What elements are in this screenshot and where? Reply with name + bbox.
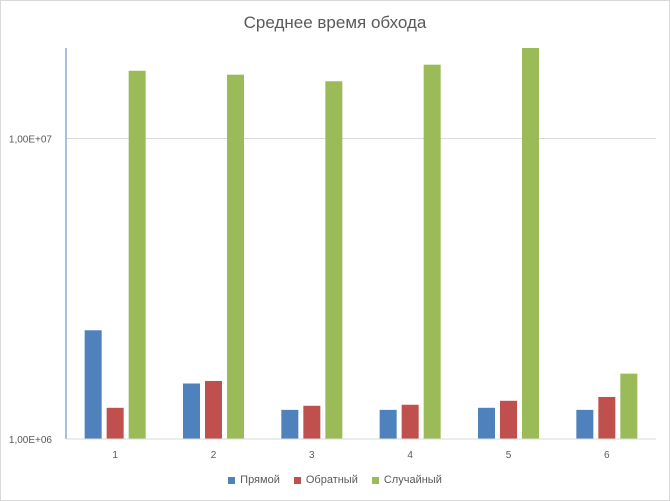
bar [303,405,321,439]
y-tick-label: 1,00E+06 [9,435,53,446]
bar [576,409,594,439]
x-tick-label: 3 [309,450,315,461]
legend-label: Прямой [240,474,280,486]
bar [423,64,441,439]
bars [84,48,638,440]
axes [65,48,656,440]
legend-item: Прямой [228,474,280,486]
bar [84,330,102,439]
bar [325,81,343,439]
legend-swatch [228,476,236,484]
legend-item: Случайный [371,474,442,486]
legend-label: Случайный [383,474,442,486]
bar [500,400,517,439]
bar [522,48,539,439]
bar [379,409,397,439]
bar [598,396,616,439]
legend: Прямой Обратный Случайный [0,474,670,486]
chart-title: Среднее время обхода [243,13,427,32]
x-tick-label: 4 [407,450,413,461]
x-tick-label: 1 [112,450,118,461]
bar [106,407,124,439]
y-tick-label: 1,00E+07 [9,134,53,145]
legend-item: Обратный [293,474,358,486]
bar [620,373,638,439]
x-tick-label: 5 [506,450,512,461]
legend-swatch [371,476,379,484]
tick-labels: 1,00E+06 1,00E+07 1 2 3 4 5 6 [9,134,610,461]
bar [205,380,222,439]
legend-swatch [293,476,301,484]
bar [401,404,419,439]
x-tick-label: 6 [604,450,610,461]
bar [183,383,200,439]
bar [478,407,495,439]
bar [281,409,299,439]
legend-label: Обратный [305,474,358,486]
x-tick-label: 2 [211,450,217,461]
bar [227,74,244,440]
bar [128,70,146,439]
